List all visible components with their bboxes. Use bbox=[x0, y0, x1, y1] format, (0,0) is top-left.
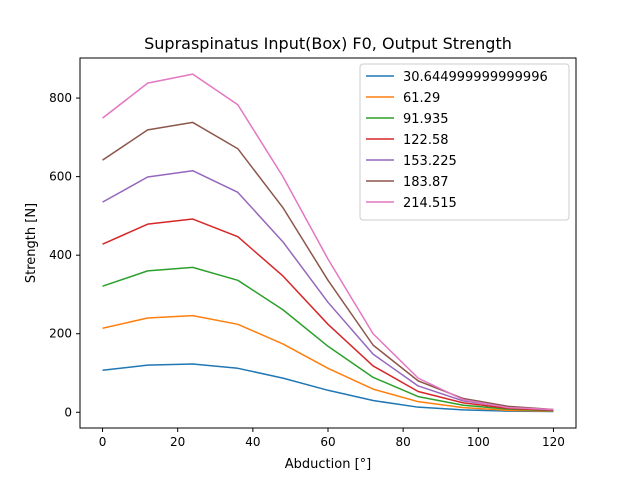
legend-label: 30.644999999999996 bbox=[403, 70, 548, 85]
y-tick-label: 600 bbox=[49, 170, 72, 184]
y-tick-label: 400 bbox=[49, 248, 72, 262]
legend-box bbox=[359, 63, 570, 221]
x-tick-label: 0 bbox=[99, 435, 107, 449]
legend-label: 153.225 bbox=[403, 154, 457, 169]
x-tick-label: 20 bbox=[170, 435, 185, 449]
y-tick-label: 200 bbox=[49, 327, 72, 341]
legend-label: 61.29 bbox=[403, 91, 440, 106]
legend: 30.644999999999996 61.29 91.935 122.58 153.2… bbox=[359, 63, 570, 221]
y-axis-label: Strength [N] bbox=[24, 203, 39, 283]
x-tick-label: 80 bbox=[396, 435, 411, 449]
legend-label: 214.515 bbox=[403, 196, 457, 211]
x-tick-label: 40 bbox=[245, 435, 260, 449]
legend-label: 91.935 bbox=[403, 112, 449, 127]
plot-area bbox=[102, 73, 554, 413]
x-tick-label: 120 bbox=[542, 435, 565, 449]
legend-label: 122.58 bbox=[403, 133, 449, 148]
x-axis-label: Abduction [°] bbox=[285, 457, 371, 472]
series-line-2 bbox=[102, 314, 554, 412]
legend-label: 183.87 bbox=[403, 175, 449, 190]
series-line-1 bbox=[102, 363, 554, 413]
y-tick-label: 0 bbox=[64, 405, 72, 419]
series-line-7 bbox=[102, 73, 554, 411]
x-tick-label: 60 bbox=[320, 435, 335, 449]
axis-ticks: 0 20 40 60 80 100 120 0 200 400 600 800 bbox=[49, 91, 565, 449]
y-tick-label: 800 bbox=[49, 91, 72, 105]
plot-frame bbox=[79, 57, 577, 429]
chart-title: Supraspinatus Input(Box) F0, Output Stre… bbox=[144, 34, 512, 53]
series-line-6 bbox=[102, 121, 554, 411]
x-tick-label: 100 bbox=[467, 435, 490, 449]
series-line-3 bbox=[102, 266, 554, 412]
series-line-4 bbox=[102, 218, 554, 412]
